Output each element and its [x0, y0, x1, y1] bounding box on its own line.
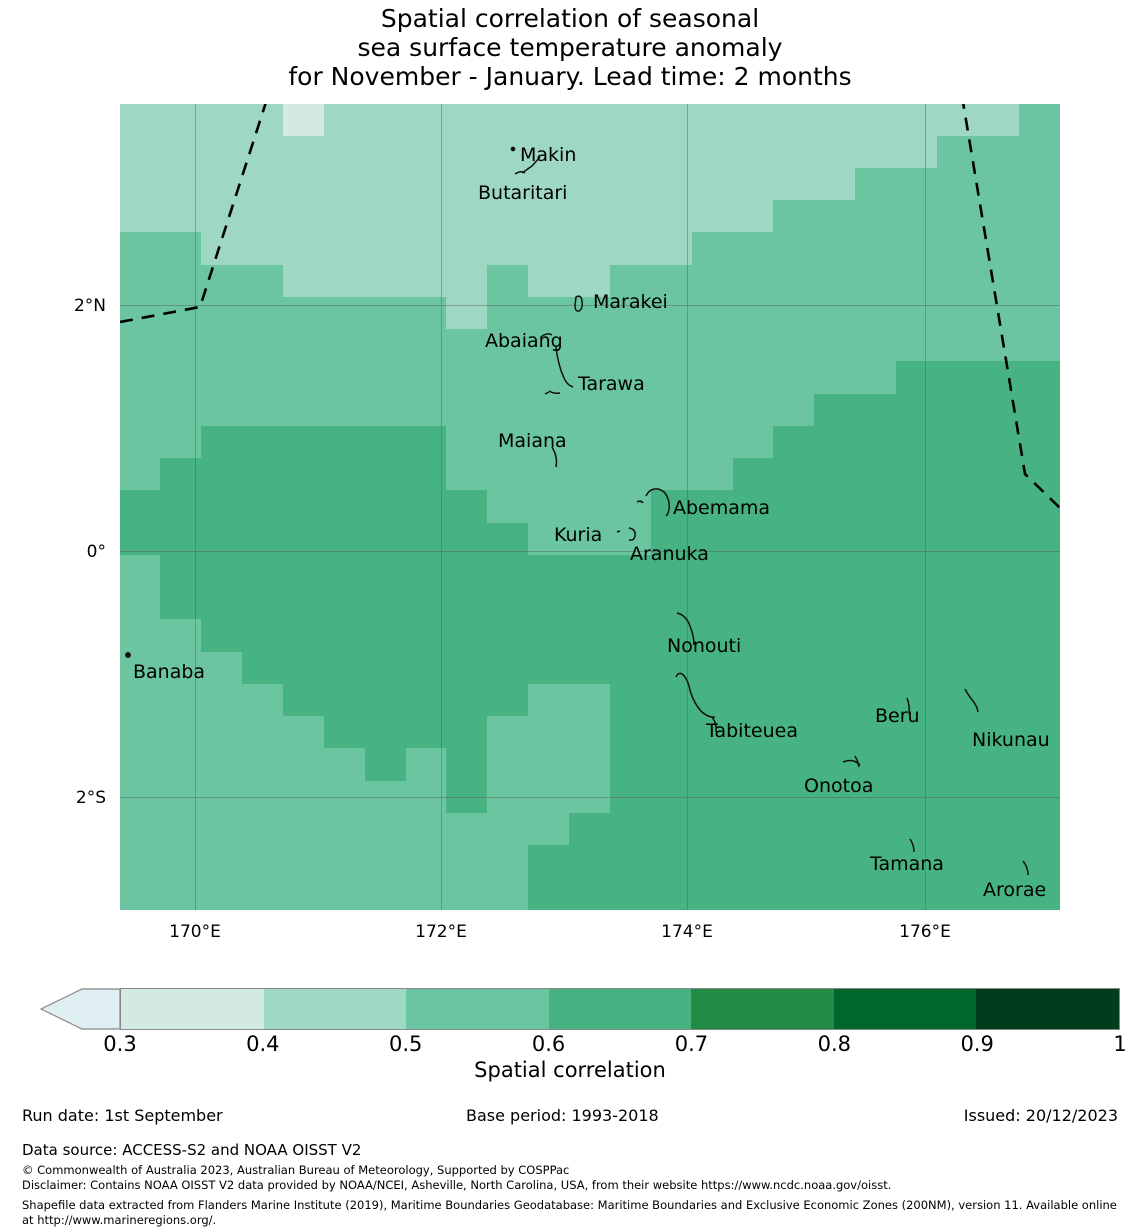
x-tick-1: 172°E: [415, 922, 467, 942]
data-source: Data source: ACCESS-S2 and NOAA OISST V2: [22, 1141, 362, 1159]
colorbar-band-4: [691, 989, 834, 1029]
island-label-beru: Beru: [875, 705, 920, 727]
island-label-kuria: Kuria: [554, 524, 603, 546]
island-label-maiana: Maiana: [498, 430, 567, 452]
colorbar-tick-5: 0.8: [817, 1032, 851, 1056]
eez-boundary: [120, 104, 1060, 509]
island-label-tabiteuea: Tabiteuea: [706, 720, 798, 742]
chart-title: Spatial correlation of seasonal sea surf…: [0, 4, 1140, 91]
island-label-nonouti: Nonouti: [667, 635, 742, 657]
x-tick-3: 176°E: [899, 922, 951, 942]
issued-date: Issued: 20/12/2023: [963, 1106, 1118, 1125]
footer-meta-row: Run date: 1st September Base period: 199…: [0, 1106, 1140, 1130]
colorbar-tick-2: 0.5: [389, 1032, 423, 1056]
colorbar-extend-min-arrow: [40, 988, 120, 1030]
y-tick-2: 2°S: [75, 788, 106, 808]
colorbar-tick-0: 0.3: [103, 1032, 137, 1056]
island-label-marakei: Marakei: [593, 291, 668, 313]
colorbar-band-6: [976, 989, 1120, 1029]
copyright-line: © Commonwealth of Australia 2023, Austra…: [22, 1163, 570, 1177]
colorbar: [20, 988, 1120, 1030]
island-label-nikunau: Nikunau: [972, 729, 1050, 751]
island-label-tarawa: Tarawa: [578, 373, 645, 395]
fine-print: © Commonwealth of Australia 2023, Austra…: [22, 1163, 1122, 1227]
colorbar-band-1: [263, 989, 407, 1029]
title-line-2: sea surface temperature anomaly: [357, 33, 783, 62]
disclaimer-line: Disclaimer: Contains NOAA OISST V2 data …: [22, 1177, 892, 1192]
map-plot-area: Makin Butaritari Marakei Abaiang Tarawa Maian…: [120, 104, 1060, 910]
colorbar-tick-4: 0.7: [674, 1032, 709, 1056]
colorbar-band-0: [121, 989, 264, 1029]
y-tick-1: 0°: [86, 542, 106, 562]
colorbar-ticks: 0.3 0.4 0.5 0.6 0.7 0.8 0.9 1: [0, 1032, 1140, 1056]
colorbar-tick-3: 0.6: [531, 1032, 566, 1056]
colorbar-band-5: [833, 989, 977, 1029]
island-label-arorae: Arorae: [983, 879, 1047, 901]
colorbar-bands: [120, 988, 1120, 1030]
island-label-banaba: Banaba: [133, 661, 206, 683]
run-date: Run date: 1st September: [22, 1106, 223, 1125]
colorbar-tick-7: 1: [1113, 1032, 1127, 1056]
correlation-raster: [120, 104, 1060, 910]
island-label-butaritari: Butaritari: [478, 182, 568, 204]
island-label-makin: Makin: [520, 144, 577, 166]
island-label-tamana: Tamana: [870, 853, 944, 875]
title-line-1: Spatial correlation of seasonal: [380, 4, 760, 33]
colorbar-tick-6: 0.9: [960, 1032, 994, 1056]
colorbar-tick-1: 0.4: [246, 1032, 280, 1056]
map-gridlines: [120, 104, 1060, 910]
island-outlines: [125, 146, 1029, 876]
island-label-abaiang: Abaiang: [485, 330, 563, 352]
island-label-aranuka: Aranuka: [630, 543, 709, 565]
colorbar-band-3: [548, 989, 692, 1029]
x-tick-2: 174°E: [661, 922, 713, 942]
island-label-abemama: Abemama: [673, 497, 771, 519]
base-period: Base period: 1993-2018: [466, 1106, 659, 1125]
colorbar-title: Spatial correlation: [474, 1058, 666, 1082]
shapefile-line: Shapefile data extracted from Flanders M…: [22, 1198, 1117, 1227]
x-tick-0: 170°E: [169, 922, 221, 942]
colorbar-band-2: [406, 989, 549, 1029]
island-label-onotoa: Onotoa: [804, 775, 874, 797]
title-line-3: for November - January. Lead time: 2 mon…: [288, 62, 852, 91]
y-tick-0: 2°N: [73, 296, 106, 316]
